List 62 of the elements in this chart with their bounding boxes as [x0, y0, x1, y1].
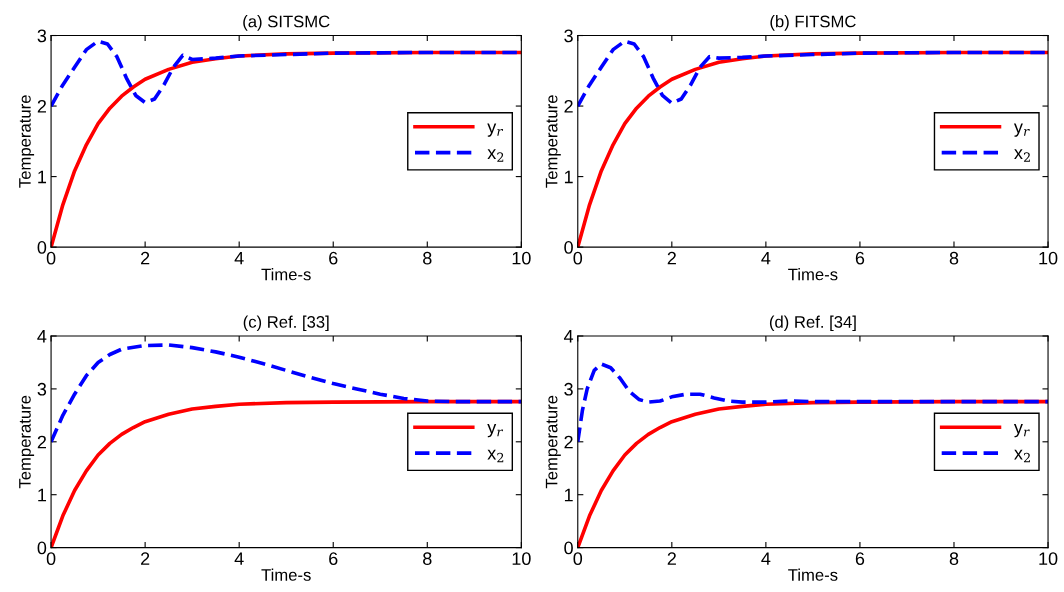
x-tick-label: 2	[141, 251, 150, 265]
y-tick-label: 0	[37, 241, 47, 254]
x-tick-label: 8	[423, 251, 432, 265]
y-tick-label: 2	[564, 435, 573, 449]
x-tick-label: 4	[761, 251, 771, 265]
x-tick-label: 10	[512, 251, 531, 265]
x-tick-label: 6	[329, 251, 338, 265]
x-axis-title: Time-s	[788, 568, 838, 581]
chart-title: (a) SITSMC	[243, 15, 330, 31]
y-axis-title: Temperature	[545, 395, 561, 489]
x-tick-label: 4	[234, 552, 244, 565]
x-tick-label: 10	[1039, 251, 1058, 265]
y-tick-label: 4	[563, 330, 574, 343]
y-tick-label: 0	[37, 541, 47, 555]
legend-label: x$_{2}$	[1014, 149, 1030, 162]
y-axis-title: Temperature	[545, 95, 561, 188]
legend-label: y$_{r}$	[1013, 123, 1030, 137]
line-series	[51, 343, 522, 444]
y-tick-label: 3	[564, 29, 573, 43]
x-tick-label: 8	[949, 552, 959, 566]
y-tick-label: 2	[564, 99, 573, 113]
x-axis-title: Time-s	[261, 268, 311, 281]
chart-title: (d) Ref. [34]	[769, 315, 856, 332]
y-tick-label: 3	[37, 29, 47, 43]
y-tick-label: 0	[564, 241, 573, 254]
y-tick-label: 3	[37, 382, 47, 396]
y-axis-title: Temperature	[19, 395, 35, 489]
y-tick-label: 1	[564, 488, 573, 502]
x-tick-label: 6	[855, 251, 865, 265]
x-tick-label: 6	[329, 552, 338, 566]
y-tick-label: 2	[37, 435, 46, 449]
x-tick-label: 8	[949, 251, 959, 265]
x-tick-label: 0	[573, 251, 583, 265]
y-tick-label: 3	[564, 382, 573, 396]
x-tick-label: 6	[855, 552, 865, 566]
x-tick-label: 2	[667, 251, 676, 265]
legend-label: x$_{2}$	[487, 449, 504, 463]
x-tick-label: 0	[573, 552, 583, 566]
y-axis-title: Temperature	[19, 95, 35, 188]
chart-title: (b) FITSMC	[770, 15, 856, 31]
x-tick-label: 4	[761, 552, 771, 565]
y-tick-label: 4	[37, 330, 47, 343]
y-tick-label: 0	[564, 541, 573, 555]
legend-label: y$_{r}$	[487, 123, 504, 137]
x-axis-title: Time-s	[788, 268, 838, 281]
legend-label: x$_{2}$	[487, 149, 504, 162]
x-axis-title: Time-s	[261, 568, 311, 581]
x-tick-label: 2	[141, 552, 150, 565]
x-tick-label: 4	[234, 251, 244, 265]
y-tick-label: 1	[564, 170, 573, 184]
legend-label: y$_{r}$	[487, 423, 504, 438]
x-tick-label: 10	[512, 552, 531, 566]
x-tick-label: 10	[1039, 552, 1058, 566]
y-tick-label: 1	[38, 170, 47, 184]
legend-label: x$_{2}$	[1014, 449, 1030, 463]
legend-label: y$_{r}$	[1013, 423, 1030, 438]
y-tick-label: 1	[38, 488, 47, 502]
line-series	[577, 362, 1049, 444]
y-tick-label: 2	[37, 99, 46, 113]
x-tick-label: 8	[423, 552, 432, 566]
x-tick-label: 2	[667, 552, 676, 565]
chart-title: (c) Ref. [33]	[243, 315, 329, 332]
